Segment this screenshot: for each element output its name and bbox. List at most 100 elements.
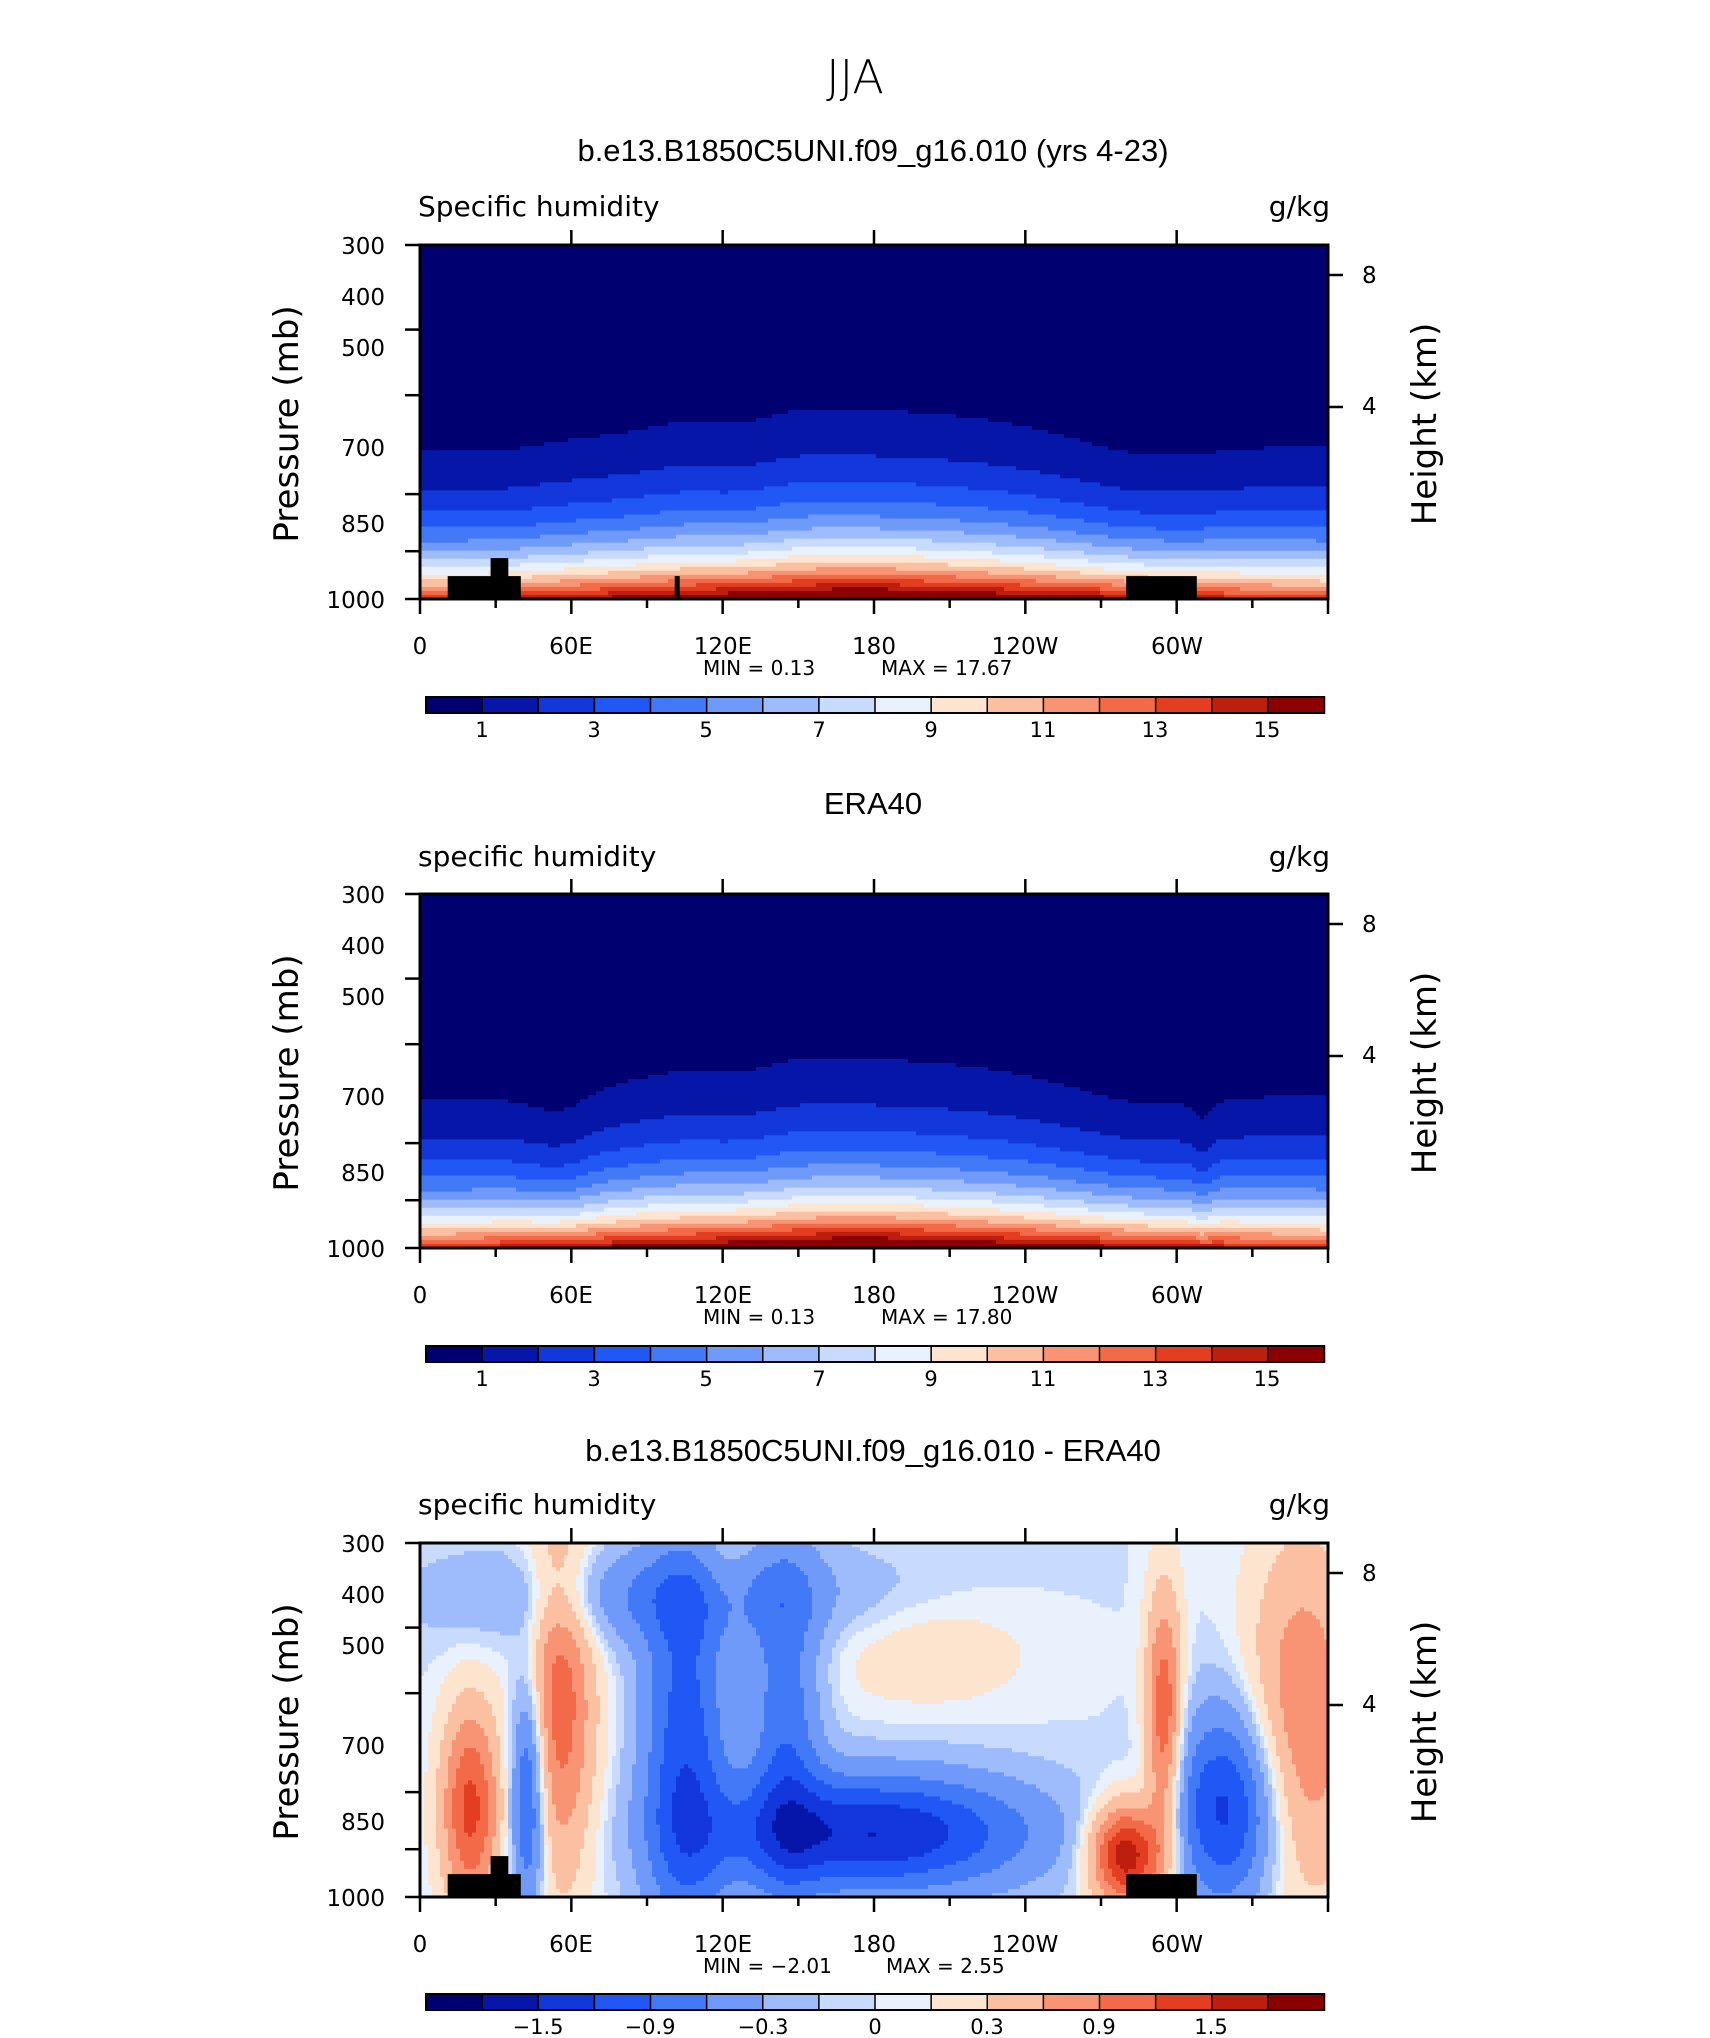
contour-cell bbox=[636, 285, 641, 290]
contour-cell bbox=[1252, 253, 1257, 258]
contour-cell bbox=[1268, 253, 1273, 258]
contour-cell bbox=[588, 285, 593, 290]
contour-cell bbox=[852, 253, 857, 258]
contour-cell bbox=[1112, 273, 1117, 278]
contour-cell bbox=[1248, 281, 1253, 286]
contour-cell bbox=[712, 277, 717, 282]
contour-cell bbox=[568, 281, 573, 286]
contour-cell bbox=[476, 265, 481, 270]
contour-cell bbox=[1016, 285, 1021, 290]
contour-cell bbox=[1120, 289, 1125, 294]
contour-cell bbox=[1024, 257, 1029, 262]
contour-cell bbox=[1092, 261, 1097, 266]
contour-cell bbox=[1044, 289, 1049, 294]
contour-cell bbox=[1212, 281, 1217, 286]
contour-cell bbox=[496, 281, 501, 286]
contour-cell bbox=[756, 285, 761, 290]
contour-cell bbox=[1280, 297, 1285, 302]
contour-cell bbox=[988, 249, 993, 254]
contour-cell bbox=[1192, 289, 1197, 294]
contour-cell bbox=[544, 257, 549, 262]
contour-cell bbox=[500, 285, 505, 290]
contour-cell bbox=[572, 269, 577, 274]
contour-cell bbox=[488, 297, 493, 302]
contour-cell bbox=[1104, 293, 1109, 298]
contour-cell bbox=[896, 289, 901, 294]
contour-cell bbox=[1092, 273, 1097, 278]
contour-cell bbox=[1104, 277, 1109, 282]
contour-cell bbox=[836, 253, 841, 258]
contour-cell bbox=[808, 281, 813, 286]
contour-cell bbox=[856, 257, 861, 262]
contour-cell bbox=[1168, 265, 1173, 270]
contour-cell bbox=[868, 265, 873, 270]
contour-cell bbox=[956, 293, 961, 298]
contour-cell bbox=[1268, 273, 1273, 278]
contour-cell bbox=[800, 269, 805, 274]
contour-cell bbox=[572, 265, 577, 270]
contour-cell bbox=[896, 285, 901, 290]
contour-cell bbox=[556, 249, 561, 254]
contour-cell bbox=[500, 281, 505, 286]
contour-cell bbox=[620, 297, 625, 302]
contour-cell bbox=[648, 289, 653, 294]
contour-cell bbox=[544, 293, 549, 298]
contour-cell bbox=[452, 261, 457, 266]
contour-cell bbox=[532, 289, 537, 294]
contour-cell bbox=[980, 253, 985, 258]
contour-cell bbox=[524, 301, 529, 306]
contour-cell bbox=[428, 281, 433, 286]
contour-cell bbox=[940, 265, 945, 270]
contour-cell bbox=[776, 265, 781, 270]
contour-cell bbox=[884, 257, 889, 262]
contour-cell bbox=[444, 277, 449, 282]
contour-cell bbox=[480, 261, 485, 266]
contour-cell bbox=[728, 281, 733, 286]
contour-cell bbox=[928, 297, 933, 302]
contour-cell bbox=[1244, 261, 1249, 266]
contour-cell bbox=[596, 269, 601, 274]
contour-cell bbox=[860, 265, 865, 270]
contour-cell bbox=[1112, 257, 1117, 262]
contour-cell bbox=[1092, 253, 1097, 258]
contour-cell bbox=[1064, 281, 1069, 286]
contour-cell bbox=[700, 285, 705, 290]
contour-cell bbox=[1108, 269, 1113, 274]
contour-cell bbox=[424, 269, 429, 274]
contour-cell bbox=[448, 281, 453, 286]
contour-cell bbox=[800, 297, 805, 302]
contour-cell bbox=[920, 277, 925, 282]
contour-cell bbox=[1036, 293, 1041, 298]
contour-cell bbox=[1048, 249, 1053, 254]
contour-cell bbox=[1000, 261, 1005, 266]
contour-cell bbox=[560, 261, 565, 266]
contour-cell bbox=[884, 261, 889, 266]
contour-cell bbox=[1076, 249, 1081, 254]
contour-cell bbox=[1016, 289, 1021, 294]
contour-cell bbox=[820, 293, 825, 298]
contour-cell bbox=[1104, 289, 1109, 294]
contour-cell bbox=[1072, 257, 1077, 262]
contour-cell bbox=[628, 273, 633, 278]
contour-cell bbox=[908, 297, 913, 302]
contour-cell bbox=[592, 277, 597, 282]
contour-cell bbox=[776, 289, 781, 294]
contour-cell bbox=[1032, 261, 1037, 266]
contour-cell bbox=[1284, 261, 1289, 266]
contour-cell bbox=[936, 257, 941, 262]
contour-cell bbox=[1080, 289, 1085, 294]
contour-cell bbox=[688, 265, 693, 270]
contour-cell bbox=[1012, 253, 1017, 258]
contour-cell bbox=[892, 297, 897, 302]
contour-cell bbox=[1260, 249, 1265, 254]
contour-cell bbox=[848, 257, 853, 262]
contour-cell bbox=[492, 257, 497, 262]
contour-cell bbox=[844, 265, 849, 270]
contour-cell bbox=[736, 269, 741, 274]
contour-cell bbox=[788, 285, 793, 290]
contour-cell bbox=[840, 261, 845, 266]
contour-cell bbox=[768, 265, 773, 270]
contour-cell bbox=[676, 297, 681, 302]
contour-cell bbox=[940, 285, 945, 290]
contour-cell bbox=[836, 293, 841, 298]
